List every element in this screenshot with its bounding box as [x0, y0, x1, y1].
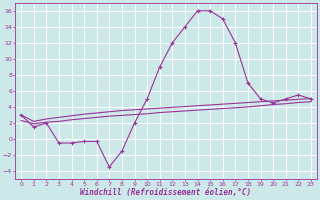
X-axis label: Windchill (Refroidissement éolien,°C): Windchill (Refroidissement éolien,°C) — [80, 188, 252, 197]
